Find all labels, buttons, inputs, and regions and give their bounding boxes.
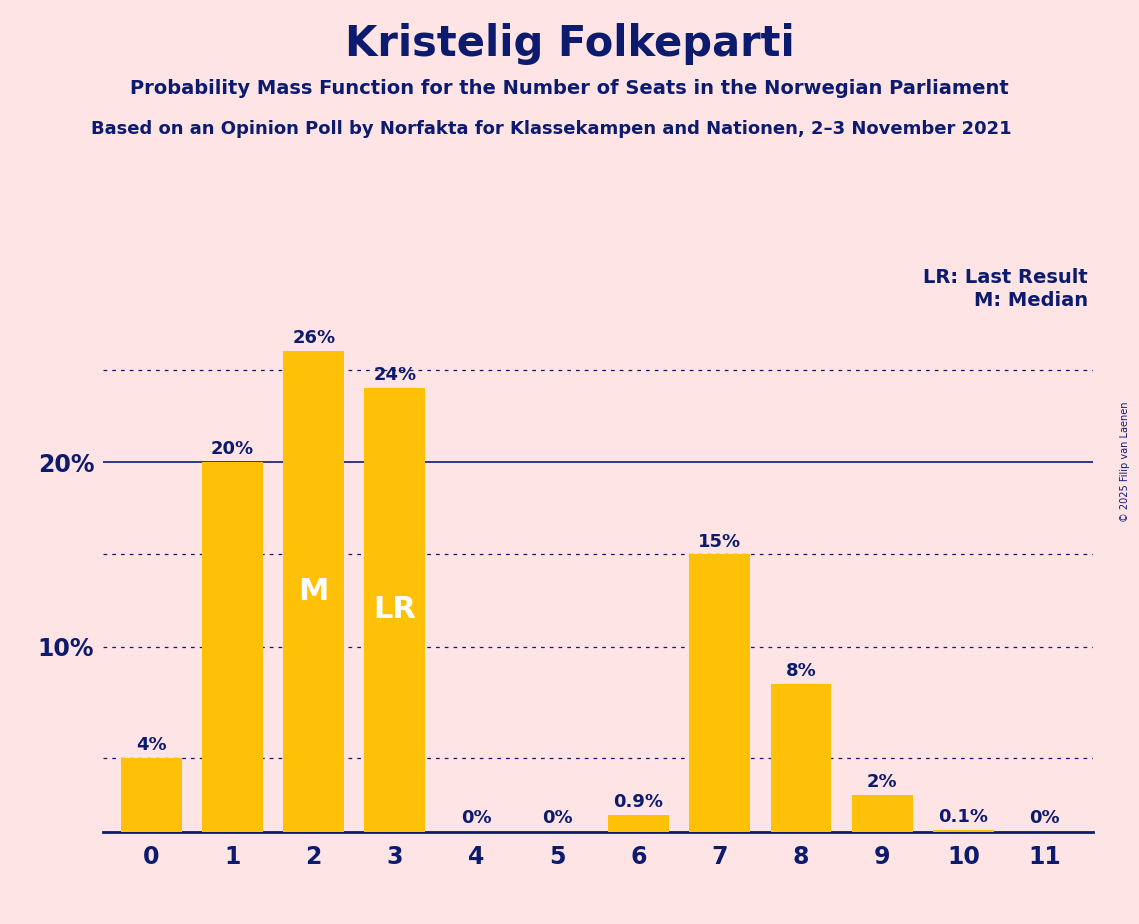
Text: LR: LR bbox=[374, 595, 417, 625]
Bar bbox=[852, 795, 912, 832]
Text: 15%: 15% bbox=[698, 533, 741, 551]
Text: 0.9%: 0.9% bbox=[614, 794, 664, 811]
Bar bbox=[284, 351, 344, 832]
Bar bbox=[608, 815, 669, 832]
Text: M: M bbox=[298, 577, 329, 606]
Text: 0%: 0% bbox=[461, 809, 491, 827]
Bar bbox=[364, 388, 425, 832]
Bar bbox=[771, 684, 831, 832]
Text: LR: Last Result: LR: Last Result bbox=[923, 268, 1088, 287]
Text: Probability Mass Function for the Number of Seats in the Norwegian Parliament: Probability Mass Function for the Number… bbox=[130, 79, 1009, 98]
Bar bbox=[121, 758, 182, 832]
Text: 0.1%: 0.1% bbox=[939, 808, 989, 826]
Bar bbox=[202, 462, 263, 832]
Bar bbox=[689, 554, 751, 832]
Text: 0%: 0% bbox=[1030, 809, 1060, 827]
Bar bbox=[933, 830, 994, 832]
Text: 20%: 20% bbox=[211, 441, 254, 458]
Text: 4%: 4% bbox=[136, 736, 166, 754]
Text: Kristelig Folkeparti: Kristelig Folkeparti bbox=[345, 23, 794, 65]
Text: 8%: 8% bbox=[786, 663, 817, 680]
Text: 24%: 24% bbox=[374, 367, 417, 384]
Text: © 2025 Filip van Laenen: © 2025 Filip van Laenen bbox=[1120, 402, 1130, 522]
Text: 0%: 0% bbox=[542, 809, 573, 827]
Text: 2%: 2% bbox=[867, 773, 898, 791]
Text: 26%: 26% bbox=[292, 330, 335, 347]
Text: Based on an Opinion Poll by Norfakta for Klassekampen and Nationen, 2–3 November: Based on an Opinion Poll by Norfakta for… bbox=[91, 120, 1011, 138]
Text: M: Median: M: Median bbox=[974, 291, 1088, 310]
